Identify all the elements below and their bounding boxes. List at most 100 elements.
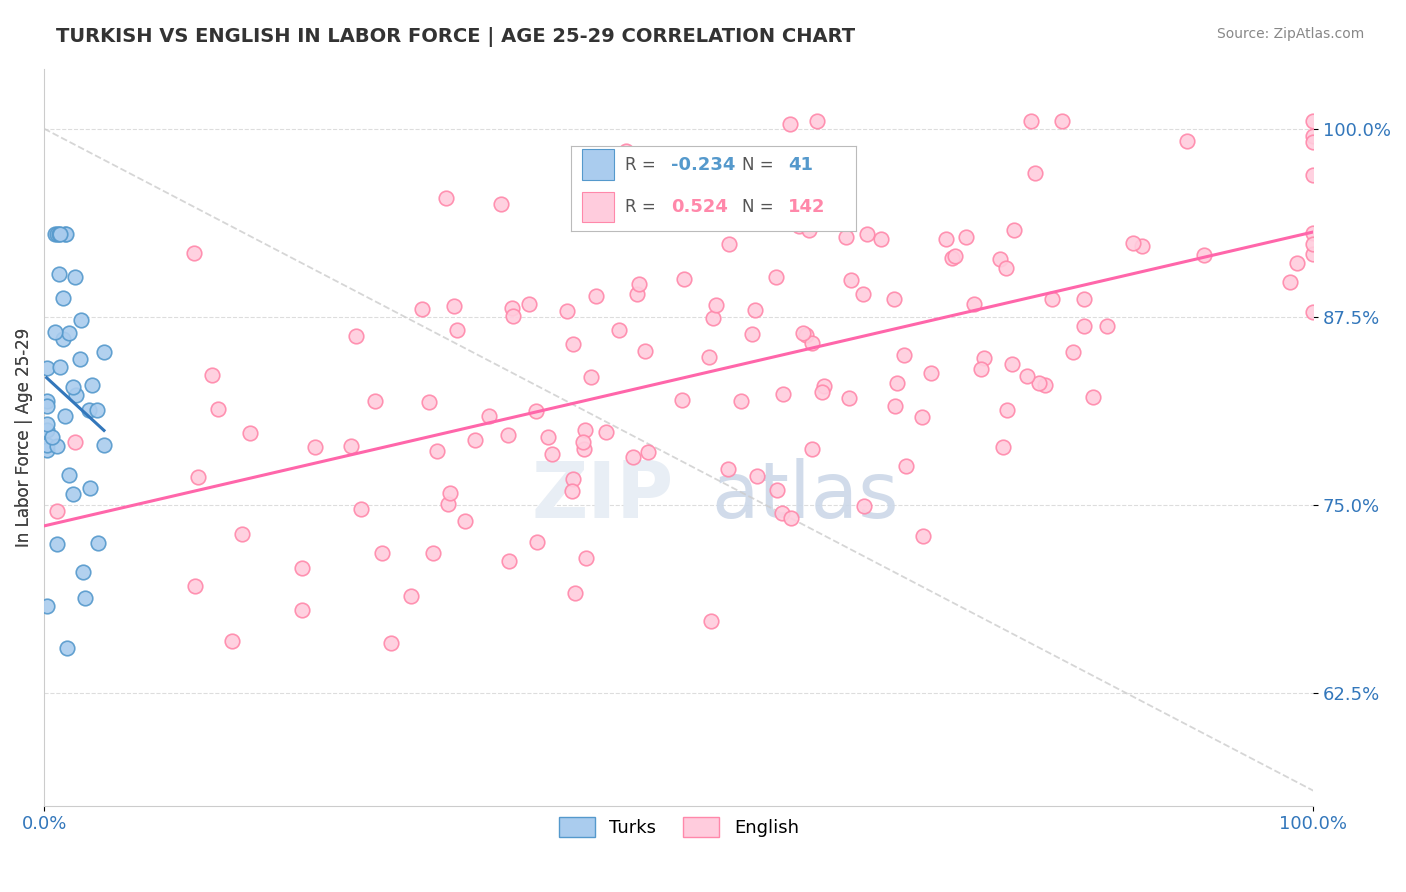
Point — [557, 304, 579, 318]
Point — [941, 251, 963, 265]
Point — [911, 410, 934, 425]
Text: Source: ZipAtlas.com: Source: ZipAtlas.com — [1216, 27, 1364, 41]
Point — [52, 292, 75, 306]
Point — [46, 227, 69, 241]
Point — [920, 366, 942, 380]
Point — [779, 511, 801, 525]
Text: atlas: atlas — [711, 458, 900, 534]
Point — [579, 370, 602, 384]
Point — [792, 326, 814, 341]
Point — [82, 378, 104, 392]
Point — [399, 590, 422, 604]
Point — [344, 329, 367, 343]
Point — [540, 447, 562, 461]
Point — [201, 368, 224, 382]
Point — [62, 380, 84, 394]
Text: TURKISH VS ENGLISH IN LABOR FORCE | AGE 25-29 CORRELATION CHART: TURKISH VS ENGLISH IN LABOR FORCE | AGE … — [56, 27, 855, 46]
Point — [291, 561, 314, 575]
Point — [44, 227, 66, 241]
Point — [835, 229, 858, 244]
Point — [1279, 275, 1302, 289]
Point — [58, 467, 80, 482]
Point — [1095, 318, 1118, 333]
Point — [1130, 239, 1153, 253]
Point — [626, 286, 648, 301]
Point — [501, 301, 523, 315]
Point — [789, 219, 811, 233]
Point — [44, 325, 66, 339]
Point — [801, 442, 824, 457]
Point — [595, 425, 617, 439]
Point — [1019, 114, 1042, 128]
Point — [439, 486, 461, 500]
Point — [699, 614, 721, 628]
Point — [853, 499, 876, 513]
Point — [1083, 391, 1105, 405]
Legend: Turks, English: Turks, English — [551, 809, 806, 845]
Point — [970, 362, 993, 376]
Point — [46, 537, 69, 551]
Point — [37, 423, 59, 437]
Point — [855, 227, 877, 242]
Point — [48, 267, 70, 281]
Point — [813, 378, 835, 392]
Point — [637, 444, 659, 458]
Point — [183, 245, 205, 260]
Point — [943, 249, 966, 263]
Point — [41, 429, 63, 443]
Point — [935, 231, 957, 245]
Point — [304, 440, 326, 454]
Point — [239, 425, 262, 440]
Point — [634, 344, 657, 359]
Point — [717, 237, 740, 252]
Point — [35, 417, 58, 431]
Point — [371, 546, 394, 560]
Point — [65, 434, 87, 449]
Point — [779, 117, 801, 131]
Point — [794, 328, 817, 343]
Point — [517, 297, 540, 311]
Point — [35, 399, 58, 413]
Point — [221, 633, 243, 648]
Point — [1302, 168, 1324, 182]
Point — [628, 277, 651, 291]
Point — [187, 469, 209, 483]
Point — [1024, 166, 1046, 180]
Point — [744, 303, 766, 318]
Point — [955, 230, 977, 244]
Point — [704, 298, 727, 312]
Point — [717, 462, 740, 476]
Point — [1028, 376, 1050, 391]
Point — [1302, 237, 1324, 252]
Y-axis label: In Labor Force | Age 25-29: In Labor Force | Age 25-29 — [15, 327, 32, 547]
Point — [561, 337, 583, 351]
Y-axis label: In Labor Force | Age 25-29: In Labor Force | Age 25-29 — [15, 327, 32, 547]
Point — [53, 409, 76, 423]
Point — [883, 293, 905, 307]
Point — [988, 252, 1011, 266]
Point — [839, 273, 862, 287]
Point — [765, 270, 787, 285]
Point — [291, 603, 314, 617]
Point — [364, 394, 387, 409]
Point — [621, 450, 644, 465]
Point — [502, 310, 524, 324]
Point — [350, 501, 373, 516]
Point — [993, 440, 1015, 454]
Point — [852, 286, 875, 301]
Point — [35, 360, 58, 375]
Point — [1175, 134, 1198, 148]
Point — [73, 591, 96, 605]
Point — [741, 326, 763, 341]
Point — [69, 351, 91, 366]
Point — [45, 439, 67, 453]
Point — [63, 269, 86, 284]
Point — [35, 438, 58, 452]
Point — [422, 546, 444, 560]
Text: ZIP: ZIP — [531, 458, 673, 534]
Point — [537, 430, 560, 444]
Point — [526, 535, 548, 549]
Point — [574, 423, 596, 437]
Point — [765, 483, 787, 497]
Point — [730, 394, 752, 409]
